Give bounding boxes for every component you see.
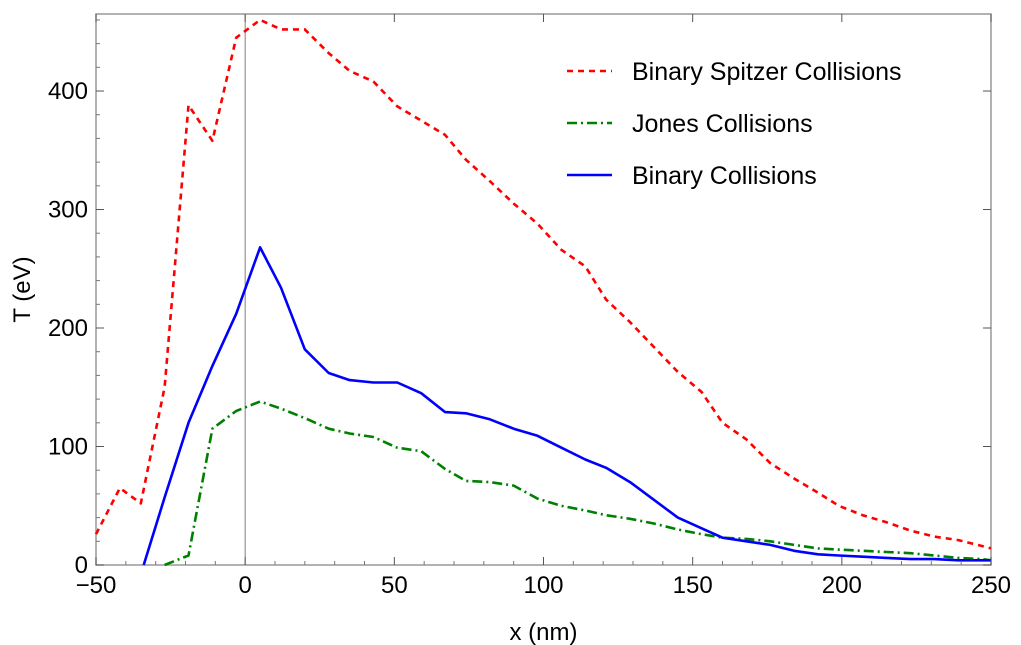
x-tick-label: −50 [76, 572, 117, 599]
y-tick-label: 100 [48, 434, 88, 461]
series-line-binary-spitzer-collisions [94, 18, 992, 550]
series-layer [94, 18, 992, 567]
series-line-jones-collisions [164, 400, 992, 567]
y-tick-label: 400 [48, 78, 88, 105]
y-axis-label: T (eV) [9, 256, 36, 322]
y-tick-label: 300 [48, 197, 88, 224]
x-tick-label: 150 [673, 572, 713, 599]
x-tick-label: 100 [523, 572, 563, 599]
x-axis-label: x (nm) [510, 619, 578, 645]
legend-label: Binary Collisions [632, 162, 817, 190]
legend-label: Jones Collisions [632, 110, 813, 138]
y-tick-label: 200 [48, 315, 88, 342]
x-tick-label: 50 [381, 572, 408, 599]
legend-label: Binary Spitzer Collisions [632, 58, 902, 86]
plot-frame [95, 13, 992, 566]
x-tick-label: 200 [822, 572, 862, 599]
y-tick-label: 0 [75, 552, 88, 579]
x-tick-label: 0 [238, 572, 251, 599]
legend: Binary Spitzer Collisions Jones Collision… [567, 58, 902, 190]
series-line-binary-collisions [142, 246, 991, 566]
x-tick-label: 250 [971, 572, 1011, 599]
